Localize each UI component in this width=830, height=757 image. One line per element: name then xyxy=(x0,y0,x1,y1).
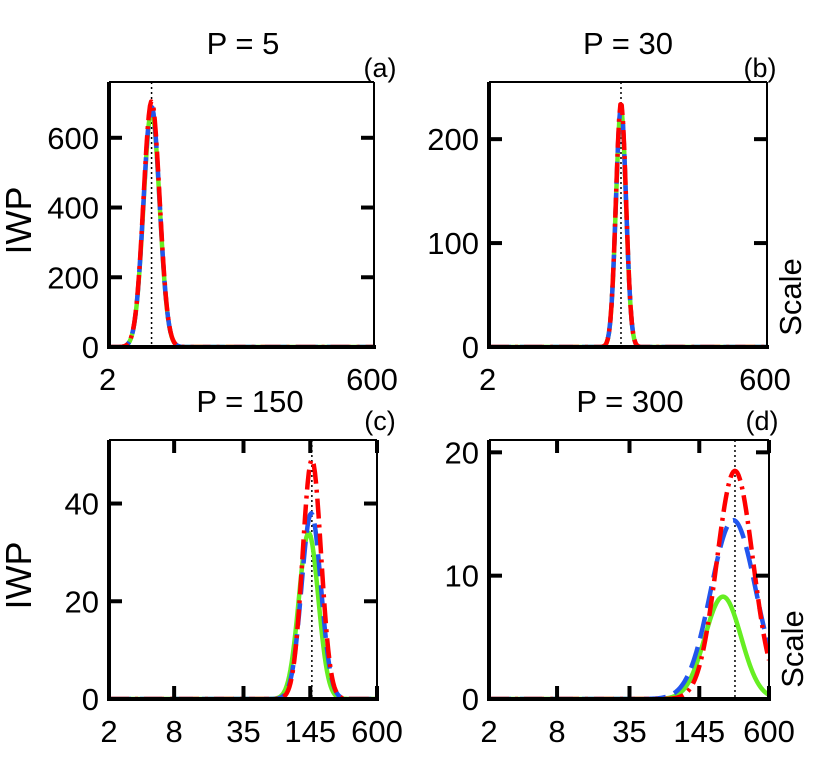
panel-c-title: P = 150 xyxy=(196,384,303,419)
panel-d-right-label: Scale xyxy=(775,610,810,688)
panel-a: 0 200 400 600 2 600 P = 5 (a) IWP xyxy=(0,26,398,397)
panel-d-series-red-dashdot xyxy=(489,468,769,699)
panel-b-ytick-label: 0 xyxy=(462,330,479,365)
panel-d-ytick-label: 10 xyxy=(445,559,479,594)
panel-d-title: P = 300 xyxy=(576,384,683,419)
panel-c-ylabel: IWP xyxy=(0,542,39,610)
panel-c-label: (c) xyxy=(364,406,395,436)
panel-b-xtick-label: 2 xyxy=(479,362,496,397)
panel-b-ytick-label: 100 xyxy=(427,226,479,261)
panel-d-xtick-label: 8 xyxy=(548,714,565,749)
panel-b-right-label: Scale xyxy=(773,258,808,336)
panel-d-ytick-label: 0 xyxy=(462,682,479,717)
panel-a-xtick-label: 2 xyxy=(99,362,116,397)
panel-b-ytick-label: 200 xyxy=(427,122,479,157)
panel-a-series-red-dashdot xyxy=(109,99,374,347)
panel-c: 0 20 40 2 8 35 145 600 P = 150 (c) IWP xyxy=(0,384,403,749)
panel-a-ytick-label: 200 xyxy=(47,260,99,295)
panel-d-xtick-label: 35 xyxy=(612,714,646,749)
panel-c-ytick-label: 20 xyxy=(65,584,99,619)
panel-d-xtick-label: 2 xyxy=(480,714,497,749)
panel-c-series-blue-dashed xyxy=(109,511,377,699)
panel-d-xtick-label: 145 xyxy=(673,714,725,749)
panel-a-ylabel: IWP xyxy=(0,187,39,255)
panel-b-xtick-label: 600 xyxy=(739,362,791,397)
panel-d: 0 10 20 2 8 35 145 600 P = 300 (d) Scale xyxy=(445,384,810,749)
panel-d-series-green-solid xyxy=(489,594,769,699)
panel-a-ytick-label: 600 xyxy=(47,121,99,156)
panel-b-series-blue-dashed xyxy=(489,105,767,347)
panel-d-curves xyxy=(489,468,769,699)
panel-c-ytick-label: 40 xyxy=(65,487,99,522)
panel-a-series-blue-dashed xyxy=(109,104,374,347)
panel-c-xtick-label: 145 xyxy=(284,714,336,749)
panel-c-ytick-label: 0 xyxy=(82,682,99,717)
panel-c-xtick-label: 35 xyxy=(226,714,260,749)
panel-c-curves xyxy=(109,457,377,699)
panel-a-curves xyxy=(109,99,374,347)
panel-a-ytick-label: 400 xyxy=(47,191,99,226)
panel-b-series-red-dashdot xyxy=(489,102,767,347)
panel-c-series-green-solid xyxy=(109,530,377,699)
panel-c-xtick-label: 600 xyxy=(351,714,403,749)
panel-c-xtick-label: 8 xyxy=(166,714,183,749)
panel-d-label: (d) xyxy=(746,406,779,436)
panel-d-series-blue-dashed xyxy=(489,517,769,699)
panel-d-ytick-label: 20 xyxy=(445,435,479,470)
panel-b-curves xyxy=(489,102,767,347)
panel-b-title: P = 30 xyxy=(583,26,673,61)
panel-a-ytick-label: 0 xyxy=(82,330,99,365)
panel-a-xtick-label: 600 xyxy=(346,362,398,397)
panel-a-title: P = 5 xyxy=(207,26,280,61)
panel-b: 0 100 200 2 600 P = 30 (b) Scale xyxy=(427,26,808,397)
panel-c-series-red-dashdot xyxy=(109,457,377,699)
panel-d-xtick-label: 600 xyxy=(743,714,795,749)
panel-a-label: (a) xyxy=(364,53,397,83)
panel-b-label: (b) xyxy=(744,53,777,83)
panel-c-xtick-label: 2 xyxy=(100,714,117,749)
